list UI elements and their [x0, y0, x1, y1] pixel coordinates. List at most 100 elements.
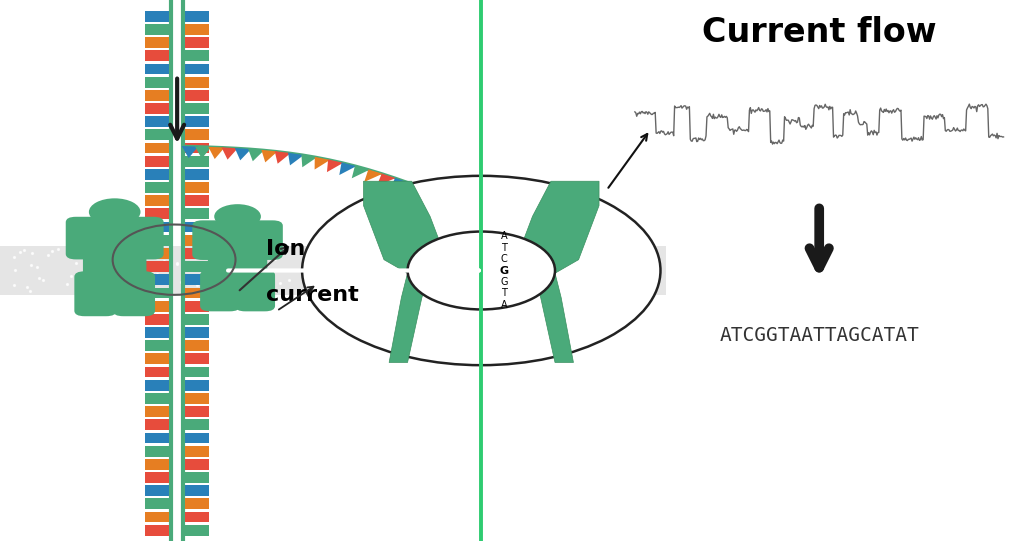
Polygon shape: [351, 166, 370, 179]
Bar: [185, 380, 209, 391]
Bar: [145, 393, 169, 404]
Bar: [145, 195, 169, 206]
Polygon shape: [314, 157, 330, 169]
Bar: [185, 37, 209, 48]
Bar: [145, 525, 169, 536]
Bar: [145, 512, 169, 523]
Polygon shape: [195, 147, 211, 159]
Bar: [185, 24, 209, 35]
Bar: [185, 314, 209, 325]
Bar: [185, 406, 209, 417]
Bar: [145, 340, 169, 351]
Bar: [185, 169, 209, 180]
Bar: [145, 208, 169, 219]
Bar: [185, 485, 209, 496]
Bar: [185, 116, 209, 127]
Bar: [185, 103, 209, 114]
Bar: [185, 340, 209, 351]
Bar: [185, 222, 209, 233]
Bar: [185, 459, 209, 470]
Bar: [145, 235, 169, 246]
Circle shape: [408, 232, 555, 309]
Bar: [185, 129, 209, 140]
Text: A: A: [501, 300, 507, 310]
Bar: [145, 129, 169, 140]
Bar: [145, 419, 169, 430]
Polygon shape: [327, 160, 343, 172]
Text: A: A: [501, 231, 507, 241]
Bar: [145, 116, 169, 127]
Bar: [185, 182, 209, 193]
Circle shape: [89, 199, 140, 226]
Polygon shape: [261, 150, 278, 162]
Text: ATCGGTAATTAGCATAT: ATCGGTAATTAGCATAT: [719, 326, 920, 345]
Bar: [185, 63, 209, 74]
Bar: [145, 380, 169, 391]
Bar: [145, 472, 169, 483]
Bar: [145, 24, 169, 35]
Bar: [185, 77, 209, 88]
Bar: [145, 353, 169, 364]
Bar: [185, 327, 209, 338]
Bar: [145, 182, 169, 193]
FancyBboxPatch shape: [193, 220, 283, 260]
Polygon shape: [389, 178, 409, 190]
FancyBboxPatch shape: [200, 270, 240, 312]
Bar: [145, 50, 169, 61]
Bar: [145, 77, 169, 88]
Bar: [145, 327, 169, 338]
Bar: [145, 63, 169, 74]
Bar: [145, 261, 169, 272]
Bar: [185, 248, 209, 259]
Bar: [145, 169, 169, 180]
FancyBboxPatch shape: [66, 217, 164, 260]
Bar: [145, 248, 169, 259]
Bar: [145, 485, 169, 496]
Bar: [185, 301, 209, 312]
Bar: [145, 459, 169, 470]
Circle shape: [302, 176, 660, 365]
Bar: [145, 314, 169, 325]
Text: C: C: [501, 254, 507, 264]
Bar: [145, 222, 169, 233]
Bar: [185, 235, 209, 246]
Bar: [145, 37, 169, 48]
Bar: [185, 472, 209, 483]
Bar: [185, 419, 209, 430]
Bar: [185, 156, 209, 167]
Polygon shape: [301, 155, 317, 167]
FancyBboxPatch shape: [113, 272, 155, 316]
Polygon shape: [365, 169, 383, 182]
Polygon shape: [364, 181, 442, 362]
Bar: [185, 498, 209, 509]
Polygon shape: [221, 147, 238, 160]
Text: current: current: [266, 285, 359, 305]
Bar: [185, 446, 209, 457]
Bar: [185, 432, 209, 443]
Bar: [185, 367, 209, 378]
FancyBboxPatch shape: [75, 272, 117, 316]
Polygon shape: [274, 151, 291, 164]
Polygon shape: [248, 149, 264, 161]
Polygon shape: [377, 174, 395, 186]
Polygon shape: [520, 181, 599, 362]
FancyBboxPatch shape: [83, 245, 146, 286]
Bar: [145, 406, 169, 417]
Text: G: G: [500, 277, 508, 287]
Polygon shape: [339, 162, 356, 175]
Circle shape: [214, 204, 261, 229]
Bar: [185, 11, 209, 22]
Polygon shape: [234, 148, 251, 160]
Bar: [185, 50, 209, 61]
Text: G: G: [500, 266, 508, 275]
Bar: [145, 274, 169, 285]
Bar: [145, 301, 169, 312]
Bar: [185, 353, 209, 364]
Bar: [145, 143, 169, 154]
FancyBboxPatch shape: [236, 270, 275, 312]
Bar: [185, 90, 209, 101]
Bar: [145, 103, 169, 114]
Bar: [145, 446, 169, 457]
Bar: [145, 288, 169, 299]
Bar: [145, 432, 169, 443]
